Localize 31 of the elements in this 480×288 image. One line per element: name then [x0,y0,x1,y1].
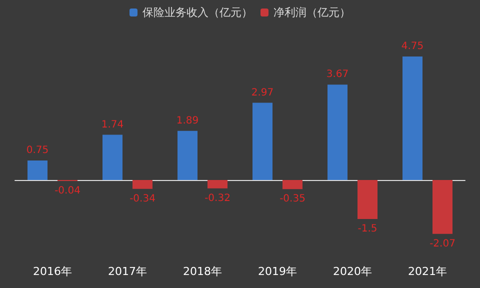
x-tick-label: 2017年 [108,265,147,278]
data-label: 4.75 [401,41,424,52]
data-label: 1.89 [176,115,199,126]
data-label: -1.5 [358,224,378,234]
bar [28,160,48,180]
x-tick-label: 2020年 [333,265,372,278]
bar [328,84,348,180]
bar [358,180,378,219]
data-label: 0.75 [26,145,49,156]
legend-label: 净利润（亿元） [274,6,350,19]
bar [102,134,122,180]
x-tick-label: 2019年 [258,265,297,278]
data-label: -0.35 [280,194,306,205]
bar [432,180,452,234]
data-label: -0.34 [130,193,156,204]
x-tick-label: 2021年 [408,265,447,278]
data-label: 1.74 [101,119,124,130]
x-tick-label: 2016年 [33,265,72,278]
bar [252,102,272,180]
bar [402,56,422,180]
x-tick-label: 2018年 [183,265,222,278]
data-label: -0.04 [54,186,80,197]
data-label: -2.07 [430,238,456,250]
bar [132,180,152,189]
bar [178,130,198,180]
data-label: -0.32 [204,192,230,204]
data-label: 2.97 [251,87,274,98]
data-label: 3.67 [326,69,349,80]
legend-label: 保险业务收入（亿元） [142,6,252,19]
bar [208,180,228,188]
bar [282,180,302,190]
